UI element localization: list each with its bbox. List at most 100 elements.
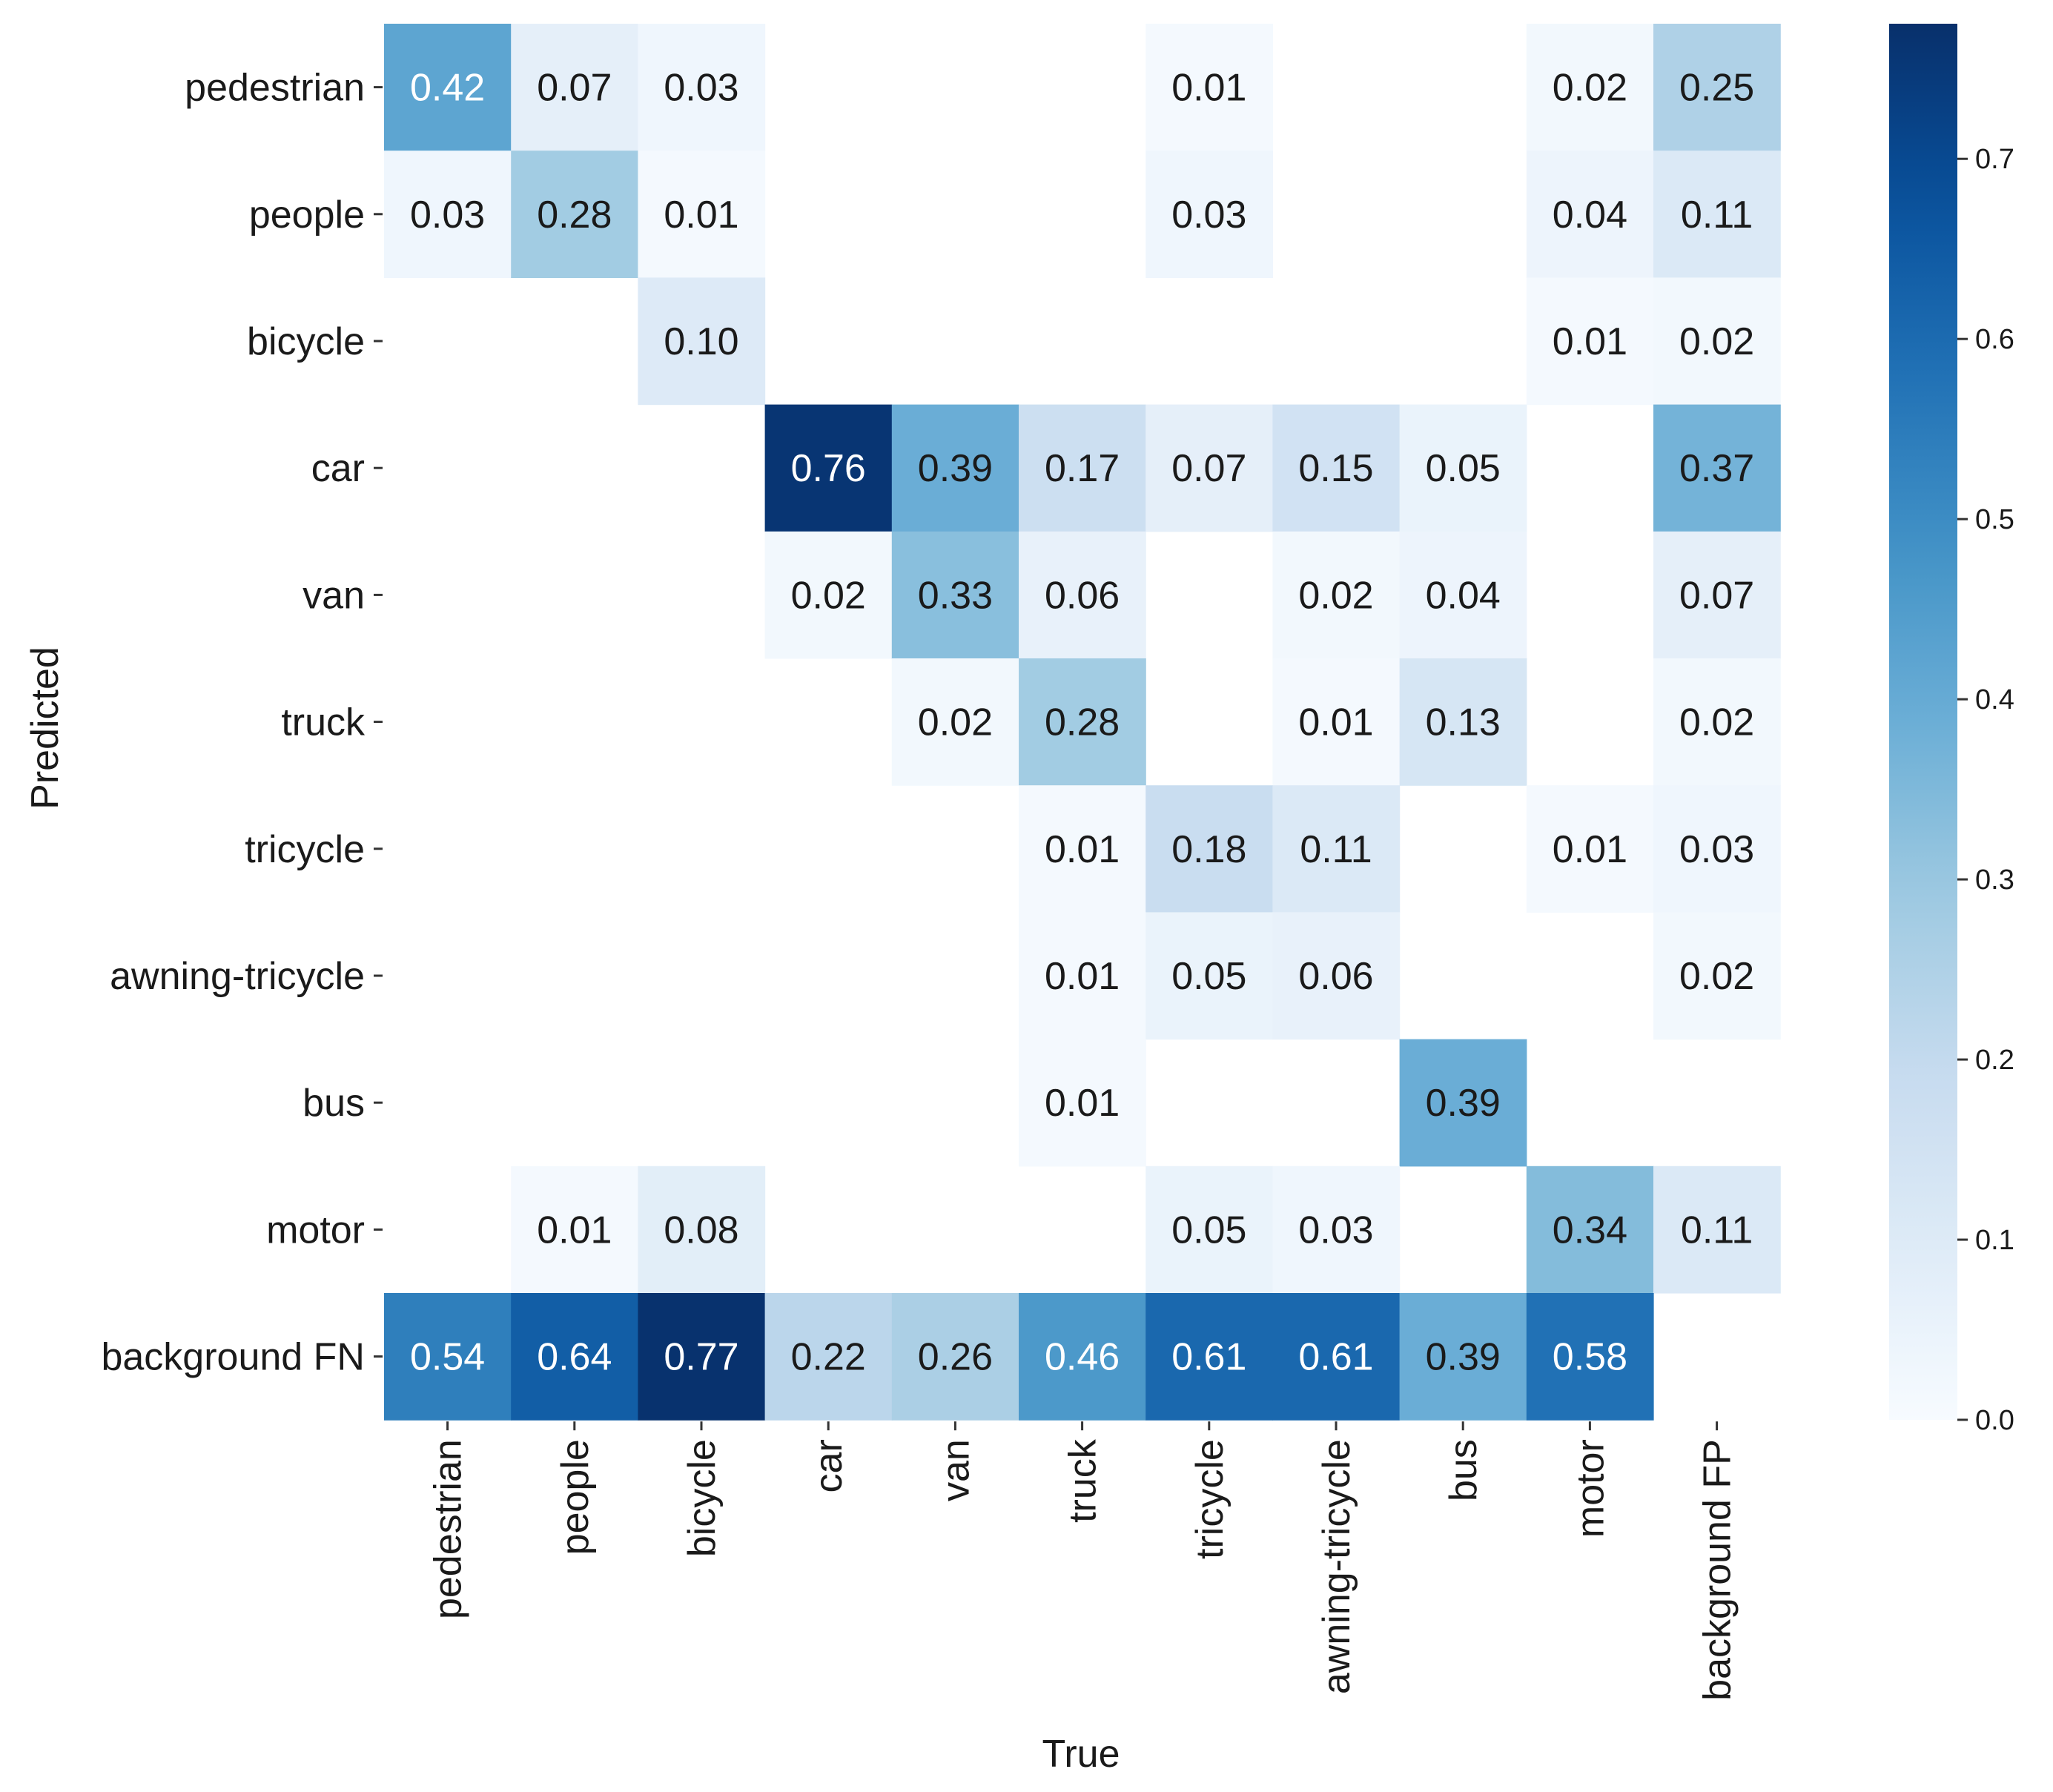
y-tick-label: people [249,194,365,237]
cell-value-label: 0.28 [1045,701,1120,744]
heatmap-cell [1526,24,1654,151]
heatmap-cell [384,151,512,278]
heatmap-cell [1145,912,1273,1040]
y-tick-label: bus [303,1082,365,1125]
x-axis-ticks: pedestrian people bicycle car van truck tricyc… [427,1421,1739,1701]
heatmap-cell [511,24,638,151]
heatmap-cell [1019,404,1146,532]
cell-value-label: 0.05 [1171,955,1246,998]
heatmap-cell [1653,277,1781,406]
cell-value-label: 0.02 [1553,67,1627,110]
cell-value-label: 0.03 [1298,1209,1373,1252]
cell-value-label: 0.07 [537,67,612,110]
cell-value-label: 0.77 [664,1336,738,1379]
heatmap-cell [1526,277,1654,406]
x-tick-label: car [807,1439,850,1492]
heatmap-cell [1272,404,1401,532]
heatmap-cell [1019,912,1146,1040]
cell-value-label: 0.34 [1553,1209,1627,1252]
cell-value-label: 0.10 [664,320,738,363]
cell-value-label: 0.28 [537,194,612,237]
cell-value-label: 0.01 [1045,828,1120,871]
cell-value-label: 0.04 [1426,574,1501,617]
heatmap-cell [1272,1166,1401,1294]
heatmap-cell [1145,404,1273,532]
heatmap-cell [1399,404,1527,532]
cell-value-label: 0.17 [1045,447,1120,490]
heatmap-cell [1653,531,1781,659]
heatmap-cell [638,1166,766,1294]
heatmap-cell [1272,658,1401,786]
colorbar-tick-label: 0.1 [1975,1225,2014,1256]
heatmap-cells: 0.42 0.07 0.03 0.01 0.02 0.25 0.03 0.28 0.01 0.03… [384,24,1781,1421]
cell-value-label: 0.39 [918,447,993,490]
cell-value-label: 0.39 [1426,1082,1501,1125]
cell-value-label: 0.07 [1171,447,1246,490]
heatmap-cell [638,277,766,406]
colorbar: 0.0 0.1 0.2 0.3 0.4 0.5 0.6 0.7 [1889,24,2014,1436]
heatmap-cell [384,24,512,151]
colorbar-tick-label: 0.7 [1975,144,2014,175]
heatmap-cell [1653,1166,1781,1294]
cell-value-label: 0.39 [1426,1336,1501,1379]
cell-value-label: 0.58 [1553,1336,1627,1379]
heatmap-cell [1653,404,1781,532]
heatmap-cell [511,1166,638,1294]
y-axis-title: Predicted [24,647,67,810]
heatmap-cell [638,24,766,151]
cell-value-label: 0.22 [791,1336,866,1379]
cell-value-label: 0.01 [1298,701,1373,744]
x-tick-label: motor [1569,1439,1612,1538]
heatmap-cell [638,151,766,278]
heatmap-cell [1272,1293,1401,1421]
cell-value-label: 0.06 [1045,574,1120,617]
cell-value-label: 0.06 [1298,955,1373,998]
cell-value-label: 0.46 [1045,1336,1120,1379]
y-tick-label: bicycle [247,320,365,363]
heatmap-cell [1526,1293,1654,1421]
cell-value-label: 0.01 [1171,67,1246,110]
cell-value-label: 0.01 [664,194,738,237]
heatmap-cell [1019,531,1146,659]
x-tick-label: bus [1442,1439,1485,1501]
x-tick-label: people [554,1439,597,1555]
heatmap-cell [1019,658,1146,786]
heatmap-cell [764,404,893,532]
cell-value-label: 0.25 [1679,67,1754,110]
colorbar-tick-label: 0.5 [1975,504,2014,535]
heatmap-cell [891,658,1019,786]
cell-value-label: 0.01 [1553,320,1627,363]
heatmap-cell [1145,1166,1273,1294]
heatmap-cell [1653,658,1781,786]
cell-value-label: 0.64 [537,1336,612,1379]
cell-value-label: 0.13 [1426,701,1501,744]
cell-value-label: 0.02 [918,701,993,744]
heatmap-cell [1653,785,1781,913]
cell-value-label: 0.03 [1171,194,1246,237]
cell-value-label: 0.02 [791,574,866,617]
heatmap-cell [1526,151,1654,278]
cell-value-label: 0.11 [1300,828,1372,871]
heatmap-cell [1653,151,1781,278]
cell-value-label: 0.03 [664,67,738,110]
colorbar-tick-label: 0.3 [1975,864,2014,896]
cell-value-label: 0.37 [1679,447,1754,490]
cell-value-label: 0.11 [1681,194,1753,237]
heatmap-cell [764,1293,893,1421]
heatmap-cell [1399,531,1527,659]
heatmap-cell [1145,1293,1273,1421]
heatmap-cell [1272,531,1401,659]
y-tick-label: tricycle [245,828,365,871]
y-tick-label: awning-tricycle [110,955,365,998]
colorbar-gradient [1889,24,1957,1420]
heatmap-cell [1272,912,1401,1040]
cell-value-label: 0.02 [1679,701,1754,744]
heatmap-cell [1399,658,1527,786]
cell-value-label: 0.18 [1171,828,1246,871]
x-tick-label: background FP [1696,1439,1739,1701]
x-tick-label: van [934,1439,977,1501]
heatmap-cell [891,404,1019,532]
y-tick-label: motor [266,1209,365,1252]
heatmap-cell [511,151,638,278]
